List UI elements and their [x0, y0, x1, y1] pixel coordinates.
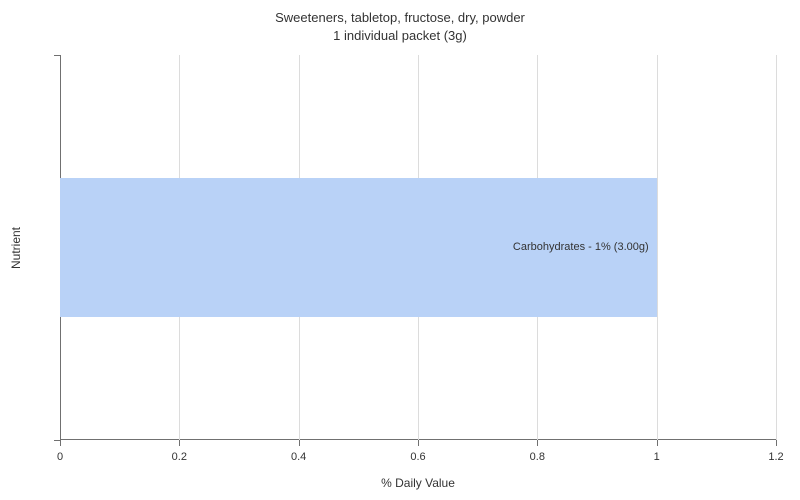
gridline — [776, 55, 777, 440]
x-tick-label: 0.8 — [530, 451, 545, 463]
x-tick-label: 0.2 — [172, 451, 187, 463]
x-tick-mark — [537, 440, 538, 446]
x-tick-label: 0.4 — [291, 451, 306, 463]
y-tick-mark — [54, 55, 60, 56]
x-tick-mark — [418, 440, 419, 446]
chart-title-line2: 1 individual packet (3g) — [0, 28, 800, 43]
x-tick-label: 1.2 — [768, 451, 783, 463]
y-axis-label-wrap: Nutrient — [8, 55, 24, 440]
gridline — [657, 55, 658, 440]
x-axis-label: % Daily Value — [60, 476, 776, 490]
y-axis-label: Nutrient — [9, 226, 23, 268]
x-tick-mark — [60, 440, 61, 446]
bar: Carbohydrates - 1% (3.00g) — [60, 178, 657, 317]
x-tick-label: 1 — [654, 451, 660, 463]
chart-title-line1: Sweeteners, tabletop, fructose, dry, pow… — [0, 10, 800, 25]
bar-label: Carbohydrates - 1% (3.00g) — [513, 241, 649, 253]
x-tick-mark — [179, 440, 180, 446]
x-tick-mark — [657, 440, 658, 446]
x-tick-label: 0 — [57, 451, 63, 463]
x-tick-label: 0.6 — [410, 451, 425, 463]
plot-area: 00.20.40.60.811.2Carbohydrates - 1% (3.0… — [60, 55, 776, 440]
nutrient-chart: Sweeteners, tabletop, fructose, dry, pow… — [0, 0, 800, 500]
x-tick-mark — [299, 440, 300, 446]
y-tick-mark — [54, 440, 60, 441]
x-tick-mark — [776, 440, 777, 446]
